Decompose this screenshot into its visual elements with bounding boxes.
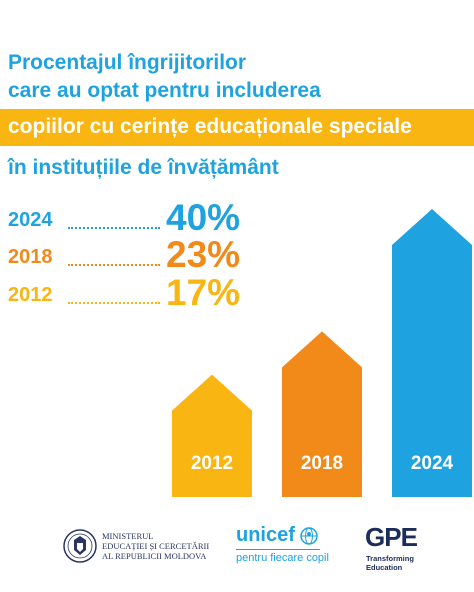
title-line-4: în instituțiile de învățământ xyxy=(8,156,279,179)
gpe-wordmark: GPE xyxy=(365,522,418,552)
stat-year-2024: 2024 xyxy=(8,209,53,231)
unicef-tagline: pentru fiecare copil xyxy=(236,552,329,564)
stat-value-2024: 40% xyxy=(166,197,241,238)
bar-2018 xyxy=(282,331,362,497)
stat-year-2012: 2012 xyxy=(8,284,53,306)
stat-year-2018: 2018 xyxy=(8,246,53,268)
stat-leader-2024 xyxy=(68,227,160,229)
gpe-tagline: Transforming Education xyxy=(366,554,414,572)
unicef-wordmark: unicef xyxy=(236,524,295,546)
ministry-seal-icon xyxy=(63,529,97,563)
stat-value-2012: 17% xyxy=(166,272,241,313)
title-line-3: copiilor cu cerințe educaționale special… xyxy=(8,115,412,138)
stat-value-2018: 23% xyxy=(166,234,241,275)
stat-leader-2018 xyxy=(68,264,160,266)
bar-2012 xyxy=(172,374,252,497)
title-highlight-band xyxy=(0,109,474,146)
ministry-name: MINISTERUL EDUCAȚIEI ȘI CERCETĂRII AL RE… xyxy=(102,531,210,561)
stat-leader-2012 xyxy=(68,302,160,304)
bar-label-2018: 2018 xyxy=(301,453,343,474)
bar-label-2012: 2012 xyxy=(191,453,233,474)
title-line-1: Procentajul îngrijitorilor xyxy=(8,51,247,74)
bar-2024 xyxy=(392,209,472,497)
bar-label-2024: 2024 xyxy=(411,453,454,474)
title-line-2: care au optat pentru includerea xyxy=(8,79,321,102)
unicef-divider xyxy=(236,549,320,550)
arrow-bar-chart: 2012 2018 2024 xyxy=(172,209,472,497)
unicef-globe-icon xyxy=(300,527,318,545)
